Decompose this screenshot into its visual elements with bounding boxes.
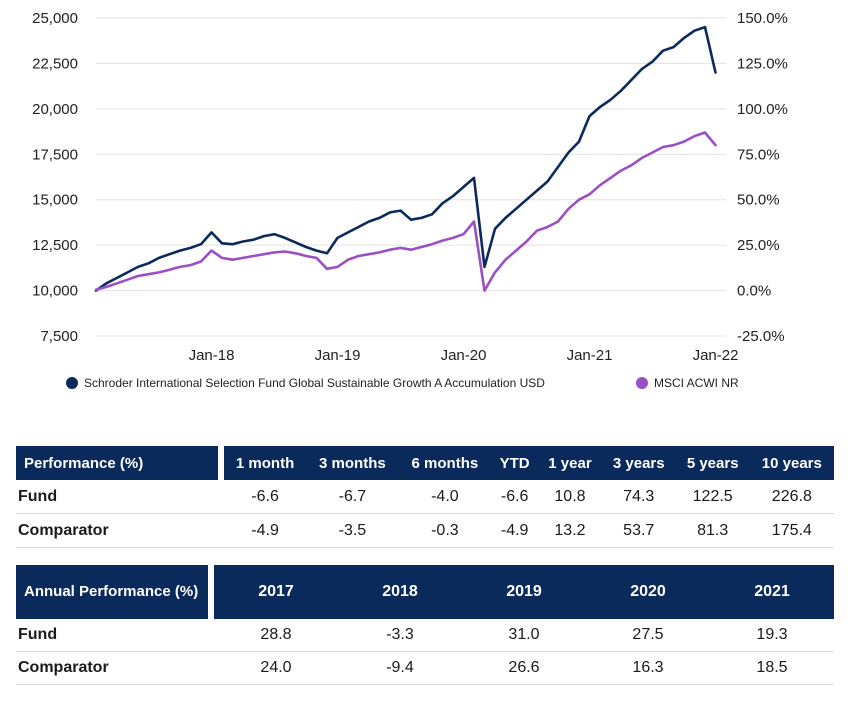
legend-marker [66, 377, 78, 389]
cell: -6.6 [491, 480, 539, 514]
cell: -9.4 [338, 651, 462, 685]
cell: 24.0 [214, 651, 338, 685]
table-row: Fund -6.6 -6.7 -4.0 -6.6 10.8 74.3 122.5… [16, 480, 834, 514]
cell: 226.8 [749, 480, 834, 514]
series-line-2 [94, 131, 717, 292]
header-10-years: 10 years [749, 446, 834, 480]
header-2019: 2019 [462, 565, 586, 619]
annual-header-label: Annual Performance (%) [16, 565, 208, 619]
cell: -4.9 [224, 513, 307, 548]
y-left-axis: 25,000 22,500 20,000 17,500 15,000 12,500 10,0… [32, 10, 78, 345]
y-left-tick-label: 15,000 [32, 192, 78, 209]
y-right-tick-label: -25.0% [737, 328, 785, 345]
x-tick-label: Jan-22 [693, 347, 739, 364]
cell: 28.8 [214, 619, 338, 652]
annual-performance-table: Annual Performance (%) 2017 2018 2019 20… [16, 565, 834, 685]
cell: -6.6 [224, 480, 307, 514]
y-right-tick-label: 0.0% [737, 283, 771, 300]
cell: 74.3 [601, 480, 676, 514]
header-1-month: 1 month [224, 446, 307, 480]
legend-label: MSCI ACWI NR [654, 376, 739, 390]
row-spacer [218, 480, 224, 514]
x-tick-label: Jan-18 [189, 347, 235, 364]
cell: 27.5 [586, 619, 710, 652]
cell: -4.9 [491, 513, 539, 548]
cell: -4.0 [398, 480, 492, 514]
cell: 18.5 [710, 651, 834, 685]
header-2017: 2017 [214, 565, 338, 619]
cell: 13.2 [538, 513, 602, 548]
performance-table: Performance (%) 1 month 3 months 6 month… [16, 446, 834, 548]
cell: 53.7 [601, 513, 676, 548]
y-left-tick-label: 7,500 [40, 328, 78, 345]
y-right-tick-label: 125.0% [737, 55, 788, 72]
y-left-tick-label: 17,500 [32, 146, 78, 163]
header-3-years: 3 years [601, 446, 676, 480]
row-label: Fund [16, 480, 218, 514]
series-line-1 [94, 25, 717, 292]
x-tick-label: Jan-21 [567, 347, 613, 364]
table-row: Fund 28.8 -3.3 31.0 27.5 19.3 [16, 619, 834, 652]
cell: 175.4 [749, 513, 834, 548]
row-label: Fund [16, 619, 208, 652]
header-spacer [208, 565, 214, 619]
header-2018: 2018 [338, 565, 462, 619]
performance-header-row: Performance (%) 1 month 3 months 6 month… [16, 446, 834, 480]
y-right-axis: 150.0% 125.0% 100.0% 75.0% 50.0% 25.0% 0.0% -25… [737, 10, 788, 345]
cell: 10.8 [538, 480, 602, 514]
cell: 19.3 [710, 619, 834, 652]
x-axis: Jan-18 Jan-19 Jan-20 Jan-21 Jan-22 [189, 347, 739, 364]
header-ytd: YTD [491, 446, 539, 480]
legend-marker [636, 377, 648, 389]
y-right-tick-label: 100.0% [737, 101, 788, 118]
y-left-tick-label: 20,000 [32, 101, 78, 118]
y-right-tick-label: 75.0% [737, 146, 780, 163]
y-left-tick-label: 12,500 [32, 237, 78, 254]
performance-chart: 25,000 22,500 20,000 17,500 15,000 12,500 10,0… [32, 10, 788, 390]
header-2021: 2021 [710, 565, 834, 619]
annual-header-row: Annual Performance (%) 2017 2018 2019 20… [16, 565, 834, 619]
legend: Schroder International Selection Fund Gl… [66, 376, 739, 390]
x-tick-label: Jan-19 [315, 347, 361, 364]
legend-label: Schroder International Selection Fund Gl… [84, 376, 545, 390]
performance-header-label: Performance (%) [16, 446, 218, 480]
y-right-tick-label: 25.0% [737, 237, 780, 254]
cell: 26.6 [462, 651, 586, 685]
y-right-tick-label: 150.0% [737, 10, 788, 27]
header-6-months: 6 months [398, 446, 492, 480]
y-right-tick-label: 50.0% [737, 192, 780, 209]
cell: -6.7 [306, 480, 399, 514]
header-1-year: 1 year [538, 446, 602, 480]
x-tick-label: Jan-20 [441, 347, 487, 364]
header-3-months: 3 months [306, 446, 399, 480]
gridlines [96, 17, 726, 337]
y-left-tick-label: 10,000 [32, 283, 78, 300]
cell: -3.3 [338, 619, 462, 652]
y-left-tick-label: 22,500 [32, 55, 78, 72]
row-spacer [208, 651, 214, 685]
cell: 122.5 [675, 480, 750, 514]
table-row: Comparator -4.9 -3.5 -0.3 -4.9 13.2 53.7… [16, 513, 834, 548]
row-label: Comparator [16, 651, 208, 685]
y-left-tick-label: 25,000 [32, 10, 78, 27]
row-label: Comparator [16, 513, 218, 548]
row-spacer [218, 513, 224, 548]
table-row: Comparator 24.0 -9.4 26.6 16.3 18.5 [16, 651, 834, 685]
header-5-years: 5 years [675, 446, 750, 480]
header-spacer [218, 446, 224, 480]
series-lines [94, 25, 717, 292]
row-spacer [208, 619, 214, 652]
header-2020: 2020 [586, 565, 710, 619]
cell: 81.3 [675, 513, 750, 548]
cell: -3.5 [306, 513, 399, 548]
cell: 16.3 [586, 651, 710, 685]
cell: -0.3 [398, 513, 492, 548]
cell: 31.0 [462, 619, 586, 652]
